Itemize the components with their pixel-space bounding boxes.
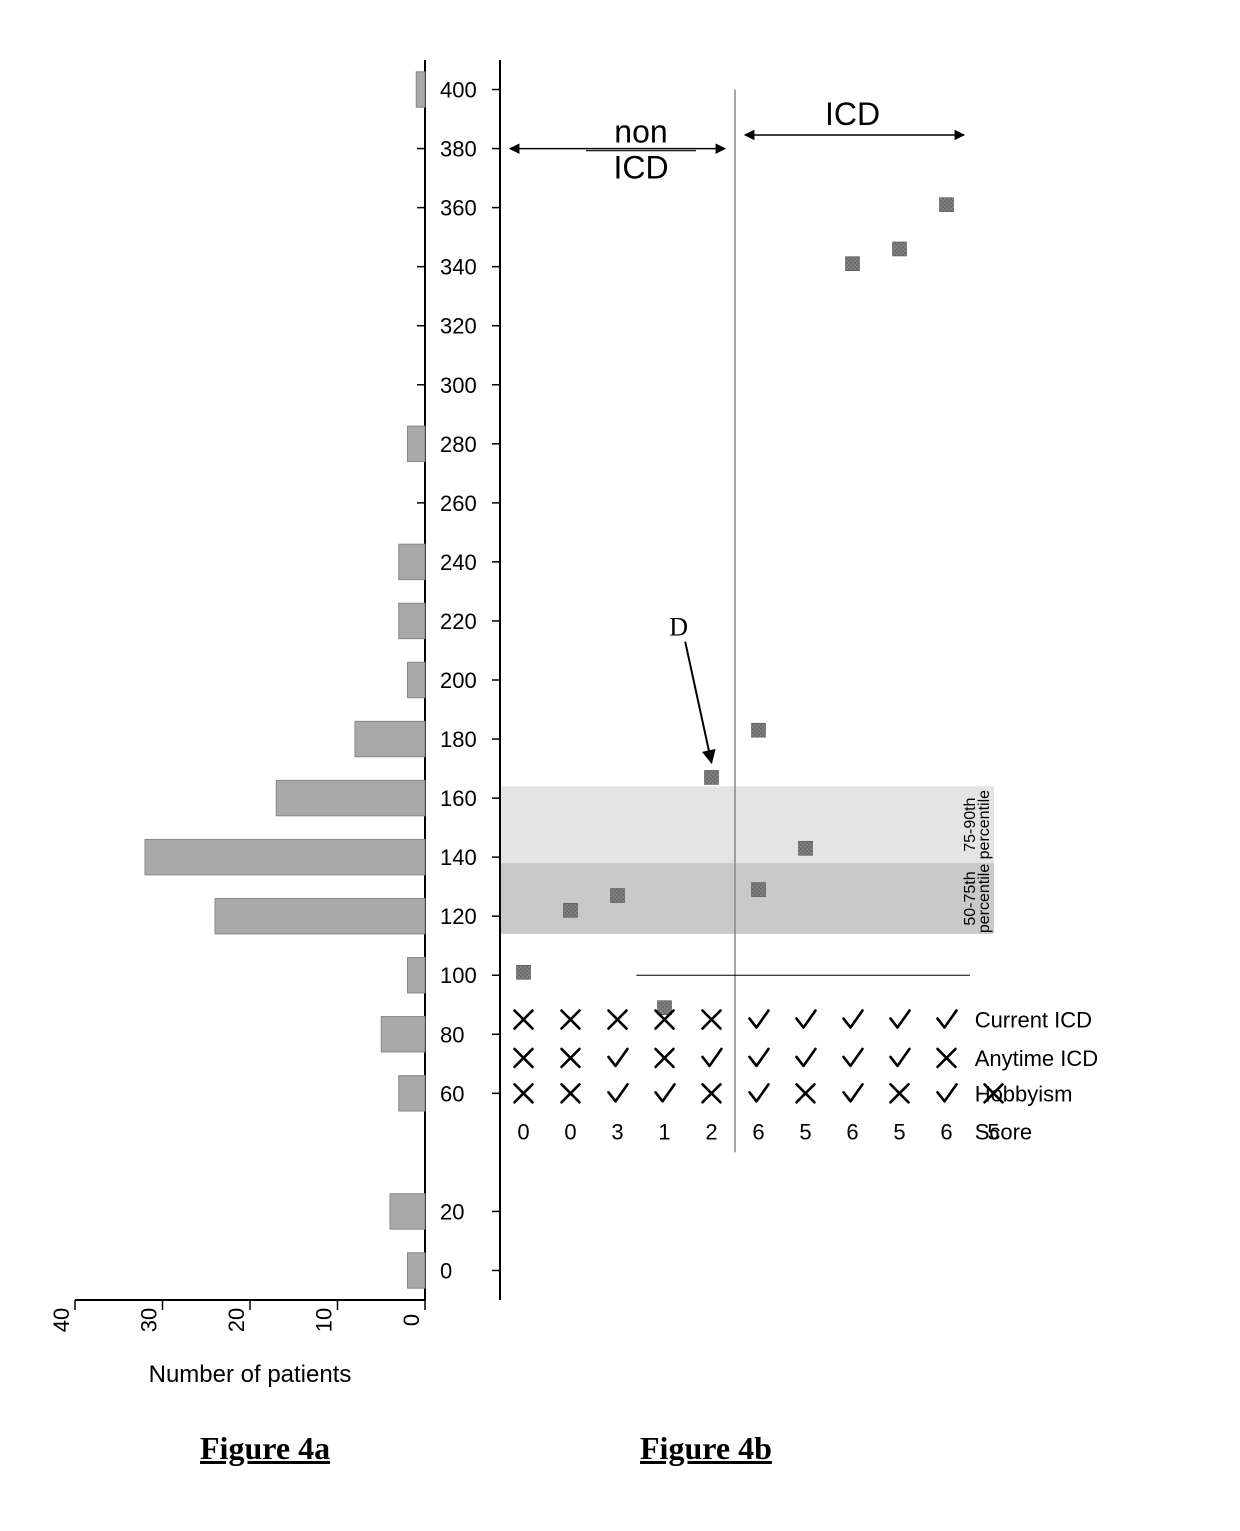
- fig4a-bar: [408, 662, 426, 697]
- y-tick-label: 320: [440, 314, 477, 339]
- fig4a-bar: [215, 898, 425, 933]
- y-tick-label: 80: [440, 1022, 464, 1047]
- fig4a-bar: [381, 1017, 425, 1052]
- annotation-d: D: [669, 613, 688, 642]
- y-tick-label: 260: [440, 491, 477, 516]
- y-tick-label: 340: [440, 255, 477, 280]
- y-tick-label: 120: [440, 904, 477, 929]
- y-tick-label: 380: [440, 137, 477, 162]
- y-tick-label: 140: [440, 845, 477, 870]
- table-row-label: Current ICD: [975, 1008, 1092, 1033]
- fig4a-bar: [416, 72, 425, 107]
- y-tick-label: 0: [440, 1258, 452, 1283]
- table-row-label: Score: [975, 1120, 1032, 1145]
- scatter-point: [940, 198, 954, 212]
- y-tick-label: 60: [440, 1081, 464, 1106]
- y-tick-label: 160: [440, 786, 477, 811]
- fig4a-bar: [408, 426, 426, 461]
- scatter-point: [752, 883, 766, 897]
- fig4a-xtick: 30: [137, 1308, 162, 1332]
- scatter-point: [517, 965, 531, 979]
- scatter-point: [705, 770, 719, 784]
- svg-text:6: 6: [940, 1120, 952, 1145]
- table-row-label: Hobbyism: [975, 1081, 1073, 1106]
- svg-text:2: 2: [705, 1120, 717, 1145]
- scatter-point: [893, 242, 907, 256]
- y-tick-label: 20: [440, 1199, 464, 1224]
- header-nonicd: non: [614, 114, 667, 150]
- caption-fig4a: Figure 4a: [200, 1430, 330, 1467]
- annotation-d-arrow: [685, 642, 711, 763]
- fig4a-bar: [399, 1076, 425, 1111]
- scatter-point: [752, 723, 766, 737]
- fig4a-x-label: Number of patients: [149, 1361, 352, 1388]
- fig4a-bar: [399, 544, 425, 579]
- fig4a-xtick: 0: [399, 1314, 424, 1326]
- y-tick-label: 220: [440, 609, 477, 634]
- fig4a-bar: [390, 1194, 425, 1229]
- svg-text:6: 6: [846, 1120, 858, 1145]
- scatter-point: [658, 1001, 672, 1015]
- fig4a-xtick: 20: [224, 1308, 249, 1332]
- svg-text:5: 5: [799, 1120, 811, 1145]
- fig4a-bar: [408, 1253, 426, 1288]
- table-row-label: Anytime ICD: [975, 1046, 1098, 1071]
- percentile-band: [500, 786, 994, 863]
- header-nonicd2: ICD: [613, 150, 668, 186]
- y-tick-label: 280: [440, 432, 477, 457]
- percentile-band: [500, 863, 994, 934]
- figure-container: 010203040Number of patients0206080100120…: [0, 0, 1240, 1531]
- chart-svg: 010203040Number of patients0206080100120…: [0, 0, 1240, 1531]
- y-tick-label: 240: [440, 550, 477, 575]
- svg-text:3: 3: [611, 1120, 623, 1145]
- fig4a-bar: [399, 603, 425, 638]
- fig4a-xtick: 40: [49, 1308, 74, 1332]
- y-tick-label: 200: [440, 668, 477, 693]
- fig4a-bar: [276, 780, 425, 815]
- scatter-point: [564, 903, 578, 917]
- fig4a-bar: [408, 958, 426, 993]
- scatter-point: [846, 257, 860, 271]
- svg-text:0: 0: [564, 1120, 576, 1145]
- y-tick-label: 300: [440, 373, 477, 398]
- y-tick-label: 100: [440, 963, 477, 988]
- scatter-point: [611, 889, 625, 903]
- scatter-point: [799, 841, 813, 855]
- svg-text:1: 1: [658, 1120, 670, 1145]
- svg-text:0: 0: [517, 1120, 529, 1145]
- y-tick-label: 400: [440, 78, 477, 103]
- svg-text:6: 6: [752, 1120, 764, 1145]
- header-icd: ICD: [825, 96, 880, 132]
- caption-fig4b: Figure 4b: [640, 1430, 772, 1467]
- y-tick-label: 360: [440, 196, 477, 221]
- fig4a-bar: [145, 839, 425, 874]
- fig4a-bar: [355, 721, 425, 756]
- y-tick-label: 180: [440, 727, 477, 752]
- fig4a-xtick: 10: [312, 1308, 337, 1332]
- svg-text:5: 5: [893, 1120, 905, 1145]
- band-label: percentile: [976, 790, 993, 859]
- band-label: percentile: [976, 864, 993, 933]
